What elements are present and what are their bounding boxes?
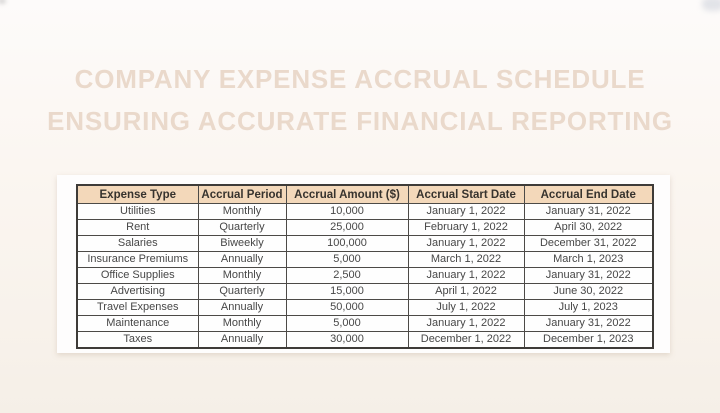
table-cell-accrual-start-date: January 1, 2022 [407,203,525,220]
table-cell-accrual-start-date: January 1, 2022 [407,315,525,332]
table-cell-expense-type: Maintenance [76,315,199,332]
table-cell-accrual-amount: 100,000 [285,235,409,252]
table-cell-accrual-period: Annually [197,331,287,349]
table-row: Office Supplies Monthly 2,500 January 1, 20… [76,267,654,284]
table-cell-expense-type: Advertising [76,283,199,300]
table-cell-accrual-end-date: December 31, 2022 [523,235,654,252]
table-cell-accrual-period: Monthly [197,315,287,332]
page-title-line-2: ENSURING ACCURATE FINANCIAL REPORTING [47,106,673,136]
table-cell-accrual-period: Quarterly [197,219,287,236]
table-cell-accrual-start-date: April 1, 2022 [407,283,525,300]
expense-accrual-table: Expense Type Accrual Period Accrual Amount… [76,184,654,349]
table-cell-accrual-amount: 15,000 [285,283,409,300]
table-cell-accrual-period: Quarterly [197,283,287,300]
table-row: Insurance Premiums Annually 5,000 March 1, … [76,251,654,268]
scan-artifact-top-right [702,0,720,11]
table-cell-expense-type: Salaries [76,235,199,252]
table-header-row: Expense Type Accrual Period Accrual Amount… [76,184,654,204]
column-header-expense-type: Expense Type [76,184,199,204]
table-row: Salaries Biweekly 100,000 January 1, 2022 De… [76,235,654,252]
table-cell-accrual-end-date: April 30, 2022 [523,219,654,236]
table-cell-accrual-end-date: January 31, 2022 [523,267,654,284]
table-cell-accrual-end-date: January 31, 2022 [523,203,654,220]
table-cell-expense-type: Taxes [76,331,199,349]
table-row: Rent Quarterly 25,000 February 1, 2022 April… [76,219,654,236]
table-row: Taxes Annually 30,000 December 1, 2022 Decem… [76,331,654,349]
table-cell-expense-type: Utilities [76,203,199,220]
scan-artifact-top-left [0,0,6,4]
table-cell-accrual-end-date: January 31, 2022 [523,315,654,332]
table-cell-accrual-amount: 50,000 [285,299,409,316]
table-cell-accrual-end-date: June 30, 2022 [523,283,654,300]
table-cell-accrual-start-date: February 1, 2022 [407,219,525,236]
table-cell-expense-type: Office Supplies [76,267,199,284]
column-header-accrual-period: Accrual Period [197,184,287,204]
column-header-accrual-end-date: Accrual End Date [523,184,654,204]
table-row: Advertising Quarterly 15,000 April 1, 2022 J… [76,283,654,300]
table-row: Utilities Monthly 10,000 January 1, 2022 Jan… [76,203,654,220]
table-cell-accrual-period: Annually [197,251,287,268]
table-cell-accrual-period: Monthly [197,267,287,284]
page-title-line-1: COMPANY EXPENSE ACCRUAL SCHEDULE [74,64,646,94]
column-header-accrual-amount: Accrual Amount ($) [285,184,409,204]
table-cell-accrual-start-date: July 1, 2022 [407,299,525,316]
table-cell-expense-type: Travel Expenses [76,299,199,316]
table-cell-accrual-end-date: December 1, 2023 [523,331,654,349]
table-cell-accrual-period: Annually [197,299,287,316]
table-cell-accrual-amount: 25,000 [285,219,409,236]
page-title: COMPANY EXPENSE ACCRUAL SCHEDULE ENSURIN… [0,58,720,142]
table-cell-accrual-period: Monthly [197,203,287,220]
table-cell-expense-type: Insurance Premiums [76,251,199,268]
table-cell-accrual-amount: 2,500 [285,267,409,284]
table-cell-expense-type: Rent [76,219,199,236]
table-panel: Expense Type Accrual Period Accrual Amount… [57,175,670,353]
table-cell-accrual-amount: 30,000 [285,331,409,349]
table-cell-accrual-end-date: July 1, 2023 [523,299,654,316]
table-row: Maintenance Monthly 5,000 January 1, 2022 Ja… [76,315,654,332]
table-cell-accrual-start-date: December 1, 2022 [407,331,525,349]
table-cell-accrual-amount: 5,000 [285,251,409,268]
table-cell-accrual-start-date: March 1, 2022 [407,251,525,268]
table-row: Travel Expenses Annually 50,000 July 1, 202… [76,299,654,316]
table-cell-accrual-amount: 5,000 [285,315,409,332]
table-cell-accrual-start-date: January 1, 2022 [407,267,525,284]
table-cell-accrual-end-date: March 1, 2023 [523,251,654,268]
table-cell-accrual-start-date: January 1, 2022 [407,235,525,252]
column-header-accrual-start-date: Accrual Start Date [407,184,525,204]
table-cell-accrual-amount: 10,000 [285,203,409,220]
table-body: Utilities Monthly 10,000 January 1, 2022 Jan… [76,203,654,349]
table-cell-accrual-period: Biweekly [197,235,287,252]
